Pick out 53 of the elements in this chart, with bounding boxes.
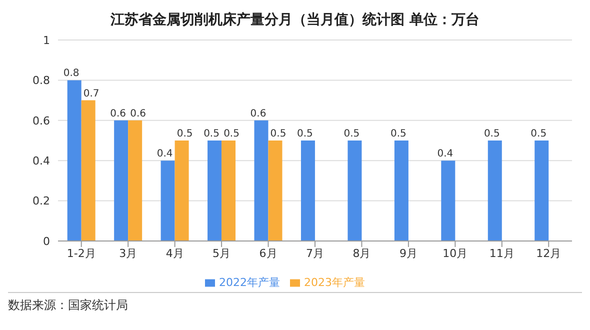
bar [268,140,282,241]
data-label: 0.5 [176,128,193,140]
x-tick-label: 11月 [489,246,514,260]
bar [254,120,268,241]
legend-label: 2022年产量 [219,276,280,289]
data-label: 0.5 [484,128,500,140]
y-tick-label: 0.4 [32,154,50,168]
x-tick-label: 5月 [212,246,231,260]
bar [114,120,128,241]
data-label: 0.4 [437,148,454,160]
y-tick-label: 0.6 [32,114,50,128]
data-label: 0.5 [297,128,313,140]
data-label: 0.6 [130,108,146,120]
bar [222,140,236,241]
data-label: 0.5 [270,128,286,140]
data-label: 0.7 [83,88,100,100]
y-tick-label: 1 [43,34,50,47]
data-label: 0.8 [63,68,80,80]
bar [534,140,549,241]
y-tick-label: 0.2 [32,194,50,208]
x-tick-label: 4月 [166,246,184,260]
source-note: 数据来源：国家统计局 [8,298,128,312]
data-label: 0.6 [110,108,126,120]
data-label: 0.5 [344,128,360,140]
bar [394,140,408,241]
bar [441,160,456,241]
bar [488,140,502,241]
bar [208,140,222,241]
bar [300,140,315,241]
bar [67,80,82,241]
bar [348,140,362,241]
bar [174,140,189,241]
bar [160,160,175,241]
x-tick-label: 7月 [306,246,324,260]
x-tick-label: 12月 [536,246,562,260]
x-tick-label: 3月 [119,246,138,260]
data-label: 0.5 [530,128,547,140]
data-label: 0.4 [156,148,173,160]
x-tick-label: 6月 [259,246,278,260]
bar [128,120,142,241]
data-label: 0.5 [224,128,240,140]
data-label: 0.5 [204,128,220,140]
x-tick-label: 10月 [442,246,468,260]
y-tick-label: 0 [43,234,50,248]
x-tick-label: 8月 [352,246,371,260]
x-tick-label: 1-2月 [66,246,96,260]
legend-label: 2023年产量 [304,276,365,289]
data-label: 0.5 [390,128,406,140]
data-label: 0.6 [250,108,266,120]
chart-title: 江苏省金属切削机床产量分月（当月值）统计图 单位：万台 [110,10,480,30]
y-tick-label: 0.8 [32,74,50,88]
bar [81,100,96,241]
x-tick-label: 9月 [399,246,418,260]
